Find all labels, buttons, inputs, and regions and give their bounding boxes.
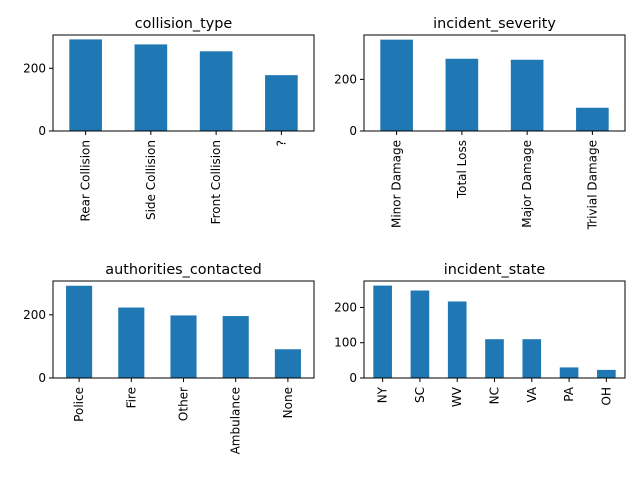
bar: [69, 39, 102, 131]
x-tick-label: Rear Collision: [79, 140, 93, 222]
x-tick-label: Other: [177, 387, 191, 421]
y-tick-label: 0: [349, 124, 357, 138]
y-tick-label: 0: [349, 371, 357, 385]
chart-title: incident_state: [444, 262, 546, 278]
bar: [559, 367, 579, 378]
axes-frame: [363, 34, 626, 132]
x-tick-label: Police: [72, 387, 86, 422]
x-tick-label: NY: [376, 386, 390, 403]
chart-title: collision_type: [135, 16, 233, 32]
x-tick-label: Side Collision: [144, 140, 158, 220]
chart-panel-collision-type: collision_type 0 200 Rear Collision Side Col…: [23, 16, 315, 224]
chart-panel-authorities-contacted: authorities_contacted 0 200 Police Fire Other…: [23, 262, 315, 454]
x-tick-label: VA: [525, 386, 539, 402]
x-tick-label: Trivial Damage: [585, 140, 599, 230]
bar: [66, 285, 93, 378]
bar: [576, 107, 609, 131]
y-tick-label: 200: [334, 72, 357, 86]
bar: [199, 51, 233, 132]
bar: [597, 369, 616, 378]
y-tick-label: 200: [334, 300, 357, 314]
chart-title: authorities_contacted: [105, 262, 261, 278]
y-tick-label: 200: [23, 61, 46, 75]
x-tick-label: OH: [599, 387, 613, 405]
x-tick-label: None: [281, 387, 295, 418]
x-tick-label: Ambulance: [229, 387, 243, 454]
y-tick-label: 100: [334, 336, 357, 350]
bar: [170, 315, 197, 378]
chart-panel-incident-severity: incident_severity 0 200 Minor Damage Total L…: [334, 16, 626, 230]
x-tick-label: Front Collision: [209, 140, 223, 224]
y-tick-label: 200: [23, 308, 46, 322]
bar: [380, 39, 413, 131]
x-tick-label: ?: [274, 140, 288, 146]
x-tick-label: PA: [562, 386, 576, 401]
bar: [118, 307, 145, 378]
y-tick-label: 0: [38, 124, 46, 138]
bar: [410, 290, 430, 378]
x-tick-label: NC: [488, 387, 502, 404]
bar: [274, 349, 301, 378]
chart-panel-incident-state: incident_state 0 100 200 NY SC WV NC VA PA OH: [334, 262, 626, 407]
x-tick-label: Fire: [124, 387, 138, 408]
axes-frame: [52, 34, 315, 132]
x-tick-label: Minor Damage: [390, 140, 404, 228]
bar: [510, 59, 544, 131]
bar: [522, 339, 542, 378]
bar: [373, 285, 392, 378]
x-tick-label: Major Damage: [520, 140, 534, 228]
y-tick-label: 0: [38, 371, 46, 385]
bar: [265, 75, 298, 131]
x-tick-label: WV: [450, 386, 464, 407]
chart-title: incident_severity: [433, 16, 556, 32]
bar: [485, 339, 504, 378]
bar: [134, 44, 168, 131]
x-tick-label: SC: [413, 387, 427, 403]
bar: [445, 58, 479, 131]
x-tick-label: Total Loss: [455, 140, 469, 199]
bar: [222, 316, 249, 378]
bar: [447, 301, 467, 378]
